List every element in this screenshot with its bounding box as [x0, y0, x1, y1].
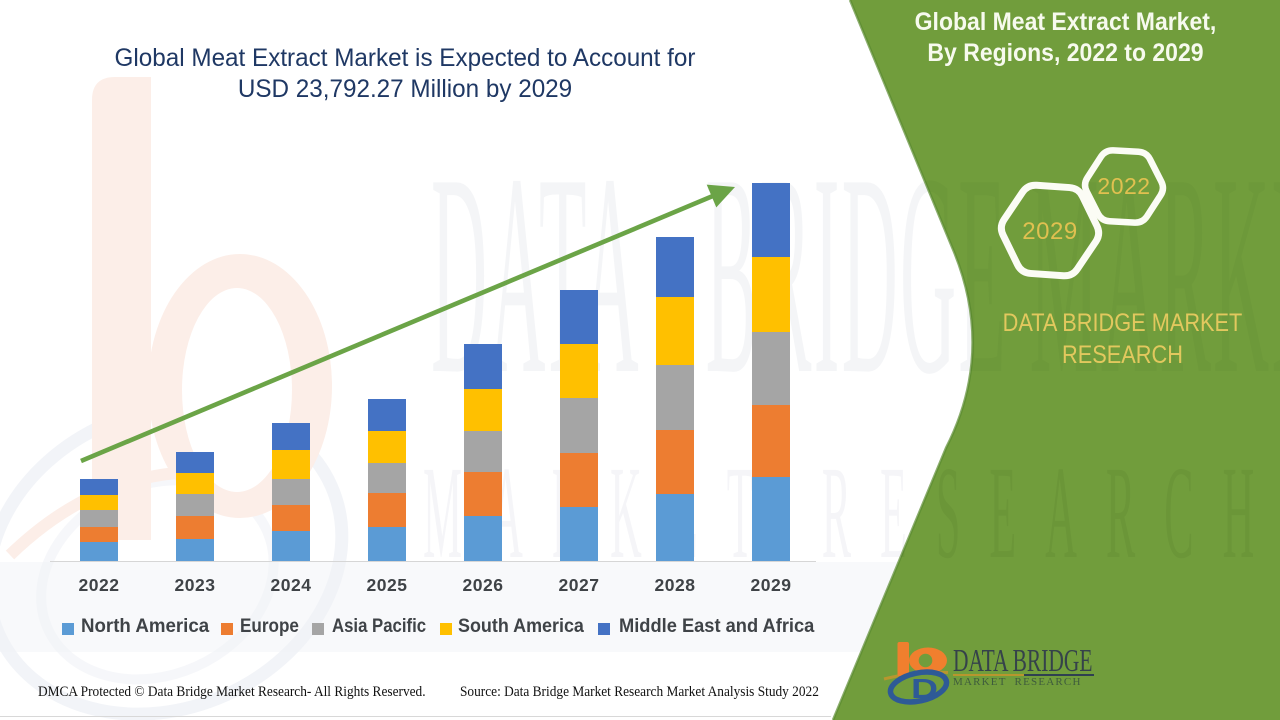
svg-text:2022: 2022: [1097, 173, 1150, 199]
svg-text:D: D: [911, 673, 938, 704]
svg-text:2029: 2029: [1022, 218, 1077, 245]
